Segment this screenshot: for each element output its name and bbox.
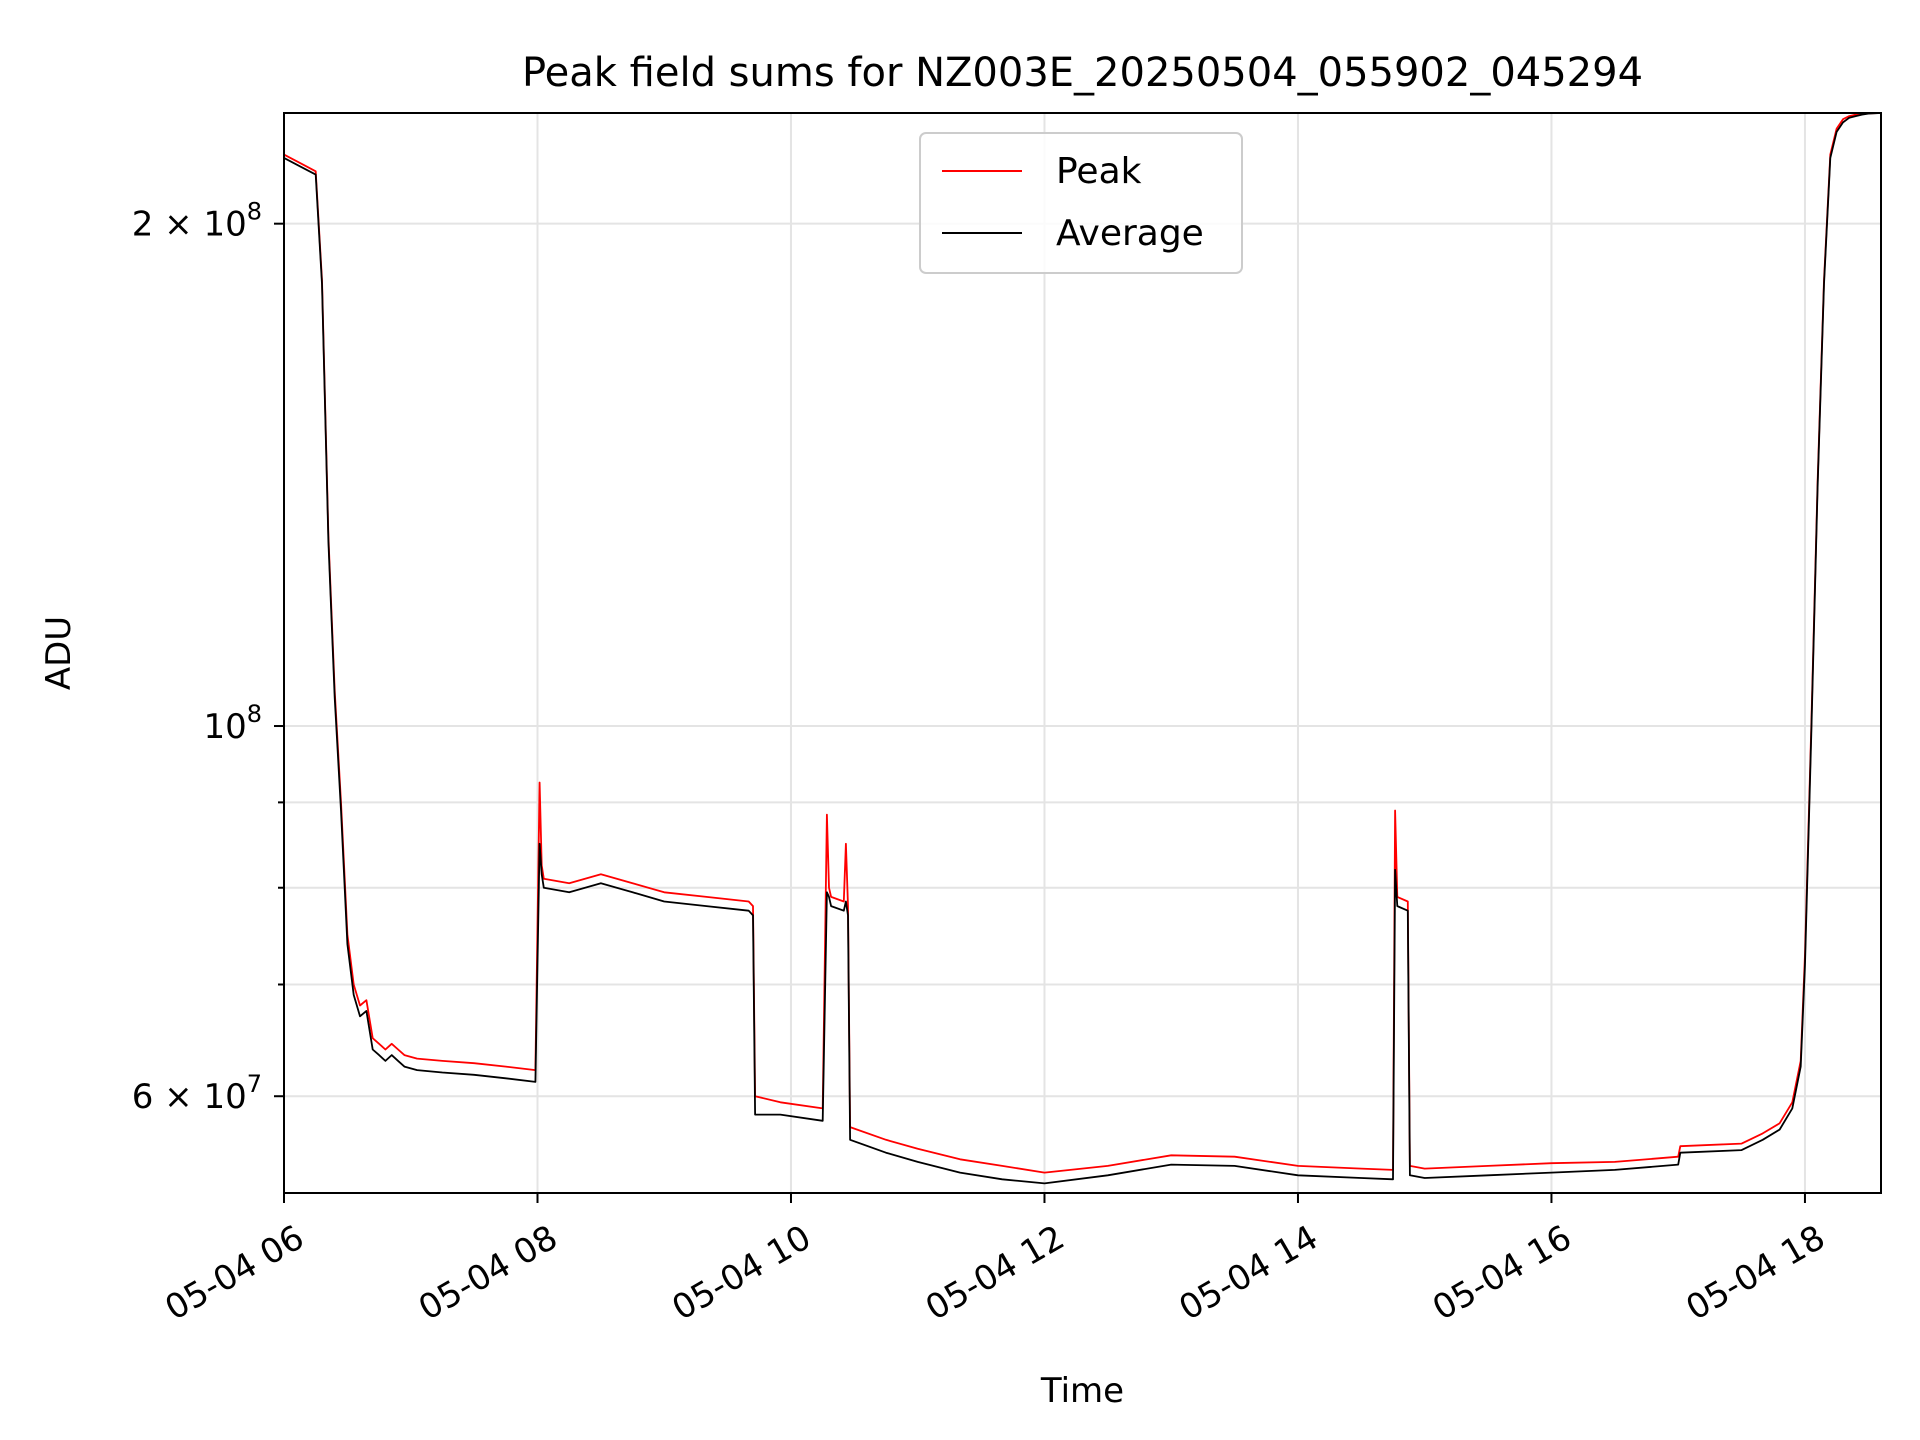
series-line-peak	[283, 112, 1882, 1174]
y-axis-label: ADU	[39, 616, 79, 690]
legend: Peak Average	[919, 132, 1243, 274]
x-axis-label: Time	[1040, 1371, 1124, 1411]
chart-title: Peak field sums for NZ003E_20250504_0559…	[522, 50, 1643, 96]
y-tick-label: 108	[203, 700, 262, 747]
series-layer	[283, 112, 1882, 1185]
y-tick-label: 6 × 107	[132, 1070, 262, 1117]
legend-label-average: Average	[1056, 213, 1204, 254]
legend-box	[919, 132, 1243, 274]
series-line-average	[283, 112, 1882, 1185]
legend-label-peak: Peak	[1056, 151, 1142, 192]
y-tick-label: 2 × 108	[132, 198, 262, 245]
plot-frame	[283, 112, 1882, 1194]
